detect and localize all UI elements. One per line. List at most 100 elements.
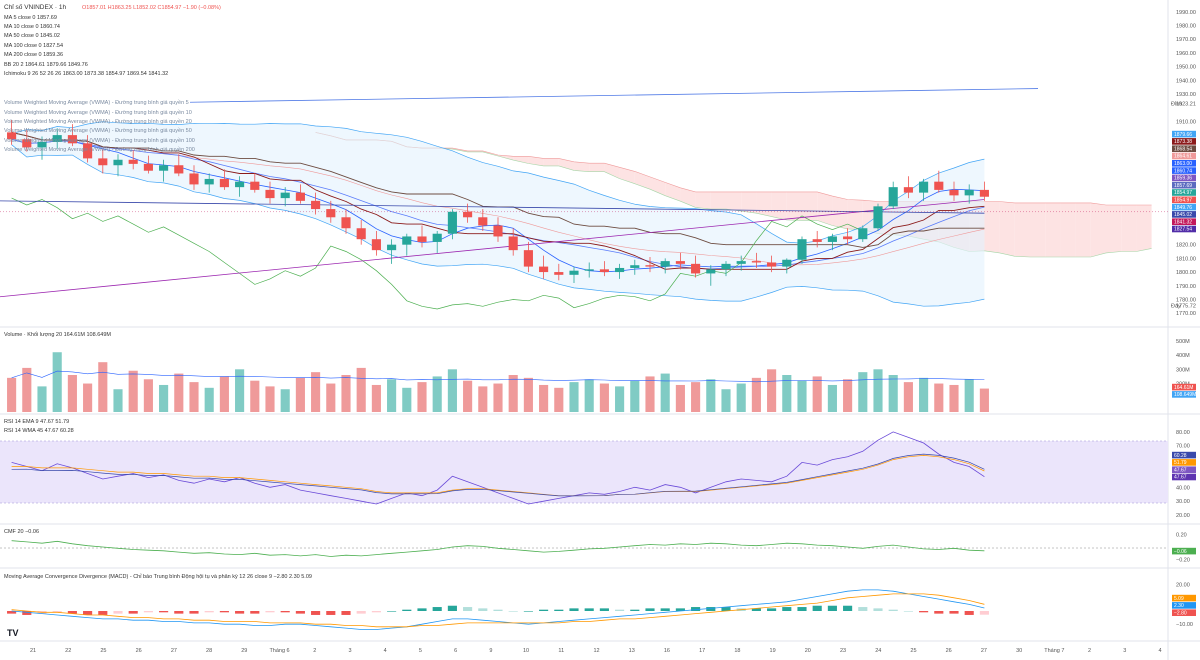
- volume-bar: [903, 382, 913, 412]
- volume-badge: [1172, 383, 1196, 391]
- rsi-badge: [1172, 459, 1196, 466]
- volume-bar: [964, 379, 974, 412]
- volume-bar: [402, 387, 412, 412]
- price-badge-label: 1863.00: [1174, 161, 1192, 167]
- volume-bar: [143, 379, 153, 412]
- candle-body: [736, 261, 746, 264]
- ma100-line: [0, 199, 985, 298]
- cloud-segment: [817, 191, 833, 226]
- volume-bar: [174, 373, 184, 412]
- price-tick-label: 1990.00: [1176, 10, 1196, 16]
- time-tick-label: 11: [558, 648, 564, 654]
- legend-vwma-50: Volume Weighted Moving Average (VWMA) - …: [4, 128, 192, 134]
- candle-body: [979, 189, 989, 197]
- volume-bar: [341, 375, 351, 412]
- macd-histogram-bar: [387, 611, 397, 612]
- candle-body: [782, 259, 792, 267]
- time-tick-label: 3: [348, 648, 351, 654]
- macd-histogram-bar: [615, 609, 625, 611]
- candle-body: [964, 189, 974, 196]
- macd-line: [11, 589, 985, 630]
- macd-histogram-bar: [569, 608, 579, 611]
- price-tick-label: 1910.00: [1176, 119, 1196, 125]
- time-axis[interactable]: 21 22 25 26 27 28 29 Tháng 6 2 3 4 5 6 9 10 11 12 13 16 17 1…: [30, 648, 1162, 654]
- candle-body: [159, 165, 169, 171]
- candle-body: [387, 244, 397, 251]
- volume-bar: [721, 389, 731, 412]
- macd-histogram-bar: [660, 608, 670, 611]
- indicator-tick-label: 20.00: [1176, 513, 1190, 519]
- rsi-badge: [1172, 473, 1196, 481]
- indicator-tick-label: 40.00: [1176, 485, 1190, 491]
- macd-histogram-bar: [523, 611, 533, 612]
- volume-bar: [280, 389, 290, 412]
- time-tick-label: 30: [1016, 648, 1022, 654]
- ma200-line: [0, 200, 985, 214]
- candle-body: [539, 266, 549, 273]
- time-tick-label: 2: [1088, 648, 1091, 654]
- price-badge: [1172, 130, 1196, 138]
- macd-histogram-bar: [843, 605, 853, 611]
- price-legend: Chỉ số VNINDEX · 1h O1857.01 H1863.25 L1…: [4, 2, 221, 153]
- price-badge-label: 1873.38: [1174, 139, 1192, 145]
- cloud-segment: [741, 191, 757, 214]
- candle-body: [356, 228, 366, 240]
- price-axis[interactable]: 1990.00 1980.00 1970.00 1960.00 1950.00 1940.…: [1171, 10, 1196, 317]
- cmf-badge: [1172, 547, 1196, 555]
- volume-bar: [675, 384, 685, 412]
- macd-histogram-bar: [219, 611, 229, 613]
- price-tick-label: 1980.00: [1176, 24, 1196, 30]
- macd-histogram-bar: [675, 608, 685, 611]
- volume-bar: [599, 383, 609, 412]
- macd-badge: [1172, 602, 1196, 609]
- legend-ma5: MA 5 close 0 1857.69: [4, 15, 57, 21]
- macd-histogram-bar: [22, 611, 32, 615]
- legend-vwma-5: Volume Weighted Moving Average (VWMA) - …: [4, 100, 189, 106]
- candle-body: [235, 181, 245, 188]
- volume-bar: [706, 379, 716, 412]
- time-tick-label: 22: [65, 648, 71, 654]
- price-badge: [1172, 167, 1196, 174]
- macd-histogram-bar: [888, 609, 898, 611]
- volume-bar: [919, 377, 929, 412]
- macd-histogram-bar: [204, 611, 214, 613]
- legend-vwma-100: Volume Weighted Moving Average (VWMA) - …: [4, 138, 195, 144]
- indicator-tick-label: 400M: [1176, 353, 1190, 359]
- cloud-segment: [1121, 204, 1137, 252]
- candle-body: [326, 209, 336, 218]
- candle-body: [7, 132, 17, 140]
- rsi-band: [0, 441, 1168, 503]
- legend-rsi-ema: RSI 14 EMA 9 47.67 51.79: [4, 419, 69, 425]
- svg-text:TV: TV: [7, 628, 19, 638]
- candle-body: [599, 269, 609, 273]
- indicator-axes: 500M400M300M200M164.61M108.649M80.0070.0…: [1172, 339, 1196, 628]
- time-tick-label: 2: [313, 648, 316, 654]
- price-tick-label: 1810.00: [1176, 256, 1196, 262]
- volume-bar: [523, 377, 533, 412]
- macd-histogram-bar: [447, 605, 457, 611]
- volume-bar: [7, 377, 17, 412]
- macd-histogram-bar: [767, 608, 777, 611]
- price-tick-label: 1770.00: [1176, 311, 1196, 317]
- time-tick-label: 25: [100, 648, 106, 654]
- volume-bar: [554, 387, 564, 412]
- time-tick-label: 10: [523, 648, 529, 654]
- volume-bar: [204, 387, 214, 412]
- candle-body: [143, 163, 153, 171]
- rsi-ema-line: [11, 455, 985, 497]
- candle-body: [113, 159, 123, 166]
- cloud-segment: [650, 176, 666, 196]
- macd-histogram-bar: [858, 607, 868, 611]
- candle-body: [903, 187, 913, 193]
- macd-histogram-bar: [706, 607, 716, 611]
- bottom-marker-value: 1775.72: [1176, 303, 1196, 309]
- candle-body: [432, 233, 442, 242]
- ohlc-readout: O1857.01 H1863.25 L1852.02 C1854.97 −1.9…: [82, 5, 221, 11]
- volume-bar: [751, 377, 761, 412]
- legend-vwma-10: Volume Weighted Moving Average (VWMA) - …: [4, 110, 192, 116]
- volume-ma-line: [11, 370, 985, 383]
- span-b-line: [315, 132, 1152, 206]
- macd-histogram-bar: [782, 607, 792, 611]
- bottom-marker-label: Đáy: [1171, 303, 1181, 309]
